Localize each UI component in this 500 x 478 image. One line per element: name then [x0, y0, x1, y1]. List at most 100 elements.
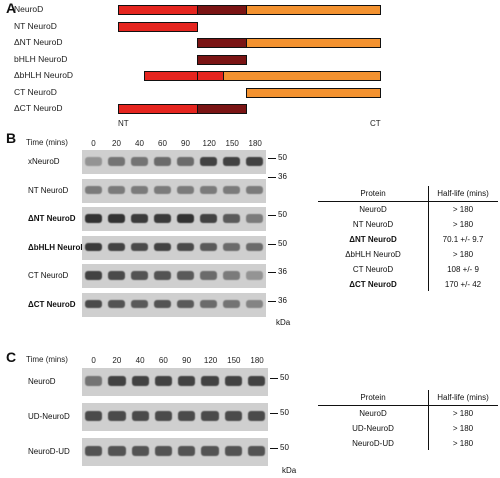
blot-band — [108, 242, 125, 252]
construct-label: ΔNT NeuroD — [14, 37, 63, 47]
blot-strip — [82, 438, 268, 466]
blot-band — [85, 446, 103, 457]
timepoint-label: 40 — [135, 356, 145, 365]
blot-band — [200, 271, 217, 280]
table-cell-halflife: 108 +/- 9 — [447, 265, 479, 274]
blot-band — [223, 299, 240, 309]
blot-band — [223, 214, 240, 223]
blot-band — [85, 242, 102, 252]
construct-label: ΔCT NeuroD — [14, 103, 63, 113]
blot-band — [85, 185, 102, 195]
table-header-halflife: Half-life (mins) — [428, 390, 498, 406]
table-row: CT NeuroD 108 +/- 9 — [318, 262, 498, 277]
ct-label: CT — [370, 119, 381, 128]
mw-marker: 50 — [280, 407, 289, 417]
timepoint-label: 20 — [112, 356, 122, 365]
blot-band — [85, 376, 103, 387]
blot-label: CT NeuroD — [28, 271, 69, 280]
blot-band — [108, 446, 126, 457]
table-cell-halflife: 170 +/- 42 — [444, 280, 482, 289]
timepoint-label: 0 — [91, 139, 96, 148]
domain-segment — [118, 21, 198, 32]
blot-band — [177, 299, 194, 309]
mw-marker: 50 — [280, 442, 289, 452]
domain-segment — [222, 71, 381, 81]
blot-band — [154, 242, 171, 252]
mw-marker: 50 — [278, 238, 287, 248]
timepoint-label: 120 — [202, 139, 216, 148]
panel-c-kda: kDa — [282, 466, 297, 475]
mw-marker-line — [268, 158, 276, 160]
blot-band — [223, 271, 240, 280]
blot-band — [246, 271, 263, 280]
domain-segment — [246, 87, 381, 98]
domain-segment — [118, 104, 198, 114]
table-cell-protein: UD-NeuroD — [352, 424, 394, 433]
blot-label: ΔCT NeuroD — [28, 299, 76, 309]
blot-band — [200, 299, 217, 309]
blot-label: NeuroD-UD — [28, 447, 70, 456]
table-cell-protein: ΔNT NeuroD — [349, 235, 397, 244]
blot-band — [201, 446, 219, 457]
blot-band — [177, 271, 194, 280]
table-cell-protein: NeuroD — [359, 409, 387, 418]
timepoint-label: 150 — [227, 356, 241, 365]
panel-c-letter: C — [6, 349, 17, 365]
table-row: ΔbHLH NeuroD > 180 — [318, 247, 498, 262]
blot-band — [246, 214, 263, 223]
mw-marker: 36 — [278, 267, 287, 277]
mw-marker-line — [268, 272, 276, 274]
blot-band — [108, 411, 126, 422]
blot-band — [200, 214, 217, 223]
table-cell-protein: NT NeuroD — [352, 220, 394, 229]
blot-band — [177, 214, 194, 223]
blot-band — [246, 299, 263, 309]
blot-band — [177, 185, 194, 195]
construct-label: NeuroD — [14, 4, 44, 14]
timepoint-label: 90 — [182, 356, 192, 365]
domain-segment — [118, 5, 198, 15]
blot-band — [85, 271, 102, 280]
table-cell-halflife: > 180 — [452, 220, 474, 229]
timepoint-label: 0 — [91, 356, 96, 365]
table-row: UD-NeuroD > 180 — [318, 421, 498, 436]
table-row: NeuroD > 180 — [318, 406, 498, 422]
timepoint-label: 180 — [250, 356, 264, 365]
table-cell-halflife: > 180 — [452, 250, 474, 259]
timepoint-label: 60 — [158, 356, 168, 365]
blot-band — [108, 157, 125, 166]
timepoint-label: 20 — [112, 139, 121, 148]
mw-marker-line — [270, 412, 278, 414]
blot-band — [154, 157, 171, 166]
blot-label: UD-NeuroD — [28, 412, 70, 421]
blot-band — [177, 242, 194, 252]
mw-marker: 36 — [278, 172, 287, 181]
blot-strip — [82, 150, 266, 174]
blot-band — [131, 271, 148, 280]
blot-band — [154, 271, 171, 280]
table-divider — [428, 390, 429, 450]
blot-strip — [82, 207, 266, 231]
blot-band — [246, 157, 263, 166]
panel-b-time-label: Time (mins) — [26, 138, 68, 147]
blot-band — [200, 242, 217, 252]
blot-strip — [82, 178, 266, 203]
blot-label: xNeuroD — [28, 157, 60, 166]
blot-band — [224, 411, 242, 422]
blot-band — [246, 185, 263, 195]
blot-band — [131, 299, 148, 309]
panel-a-letter: A — [6, 0, 17, 16]
blot-band — [224, 446, 242, 457]
table-header-protein: Protein — [318, 186, 428, 202]
table-cell-protein: CT NeuroD — [352, 265, 394, 274]
table-row: ΔCT NeuroD 170 +/- 42 — [318, 277, 498, 292]
blot-band — [154, 214, 171, 223]
blot-strip — [82, 403, 268, 431]
blot-band — [223, 242, 240, 252]
table-cell-halflife: > 180 — [452, 409, 474, 418]
blot-band — [131, 376, 149, 387]
blot-band — [154, 299, 171, 309]
table-row: ΔNT NeuroD 70.1 +/- 9.7 — [318, 232, 498, 247]
blot-band — [131, 157, 148, 166]
blot-band — [178, 376, 196, 387]
